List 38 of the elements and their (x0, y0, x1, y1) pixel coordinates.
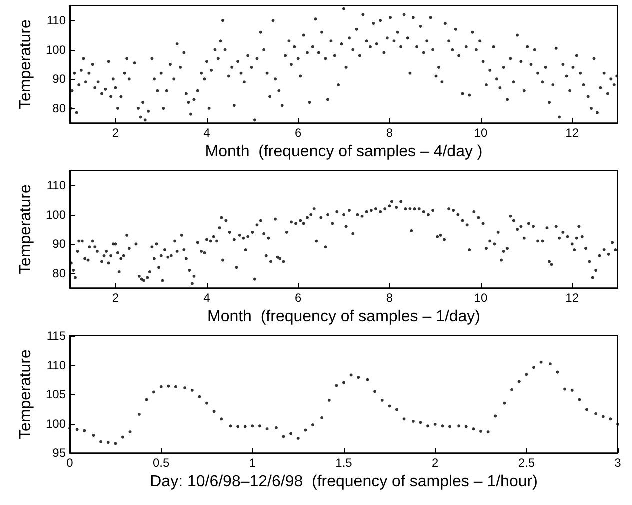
x-tick-label: 6 (294, 126, 302, 140)
x-tick-label: 2.5 (518, 456, 536, 470)
y-tick-label: 80 (52, 266, 66, 280)
x-tick-label: 12 (566, 126, 580, 140)
y-axis-title: Temperature (18, 350, 34, 440)
y-tick-label: 90 (52, 72, 66, 86)
x-axis-title: Day: 10/6/98–12/6/98 (frequency of samples – 1/hour) (150, 474, 538, 490)
x-tick-label: 2 (112, 291, 120, 306)
x-tick-label: 3 (614, 456, 622, 470)
y-axis-title: Temperature (18, 20, 34, 110)
x-tick-label: 1.5 (336, 456, 353, 470)
y-tick-label: 95 (52, 446, 66, 460)
y-tick-label: 110 (46, 14, 66, 28)
x-tick-label: 0.5 (152, 456, 170, 470)
x-axis-title: Month (frequency of samples – 4/day ) (205, 144, 483, 160)
x-axis-title: Month (frequency of samples – 1/day) (207, 308, 481, 326)
x-tick-label: 0 (66, 456, 74, 470)
x-tick-label: 2 (112, 126, 120, 140)
x-tick-label: 12 (566, 291, 580, 306)
y-axis-title: Temperature (18, 184, 34, 274)
x-tick-label: 6 (294, 291, 302, 306)
x-tick-label: 1 (249, 456, 256, 470)
x-tick-label: 4 (204, 291, 211, 306)
x-tick-label: 10 (474, 126, 488, 140)
y-tick-label: 80 (52, 101, 66, 116)
x-tick-label: 2 (432, 456, 439, 470)
y-tick-label: 105 (46, 388, 66, 402)
x-tick-label: 8 (386, 126, 394, 140)
y-tick-label: 110 (46, 358, 66, 372)
y-tick-label: 115 (46, 329, 66, 343)
y-tick-label: 100 (46, 416, 66, 431)
x-tick-label: 8 (386, 291, 394, 306)
y-tick-label: 100 (46, 208, 66, 222)
x-tick-label: 4 (204, 126, 211, 140)
y-tick-label: 90 (52, 237, 66, 252)
x-tick-label: 10 (474, 291, 488, 306)
y-tick-label: 100 (46, 42, 66, 57)
y-tick-label: 110 (46, 178, 66, 193)
